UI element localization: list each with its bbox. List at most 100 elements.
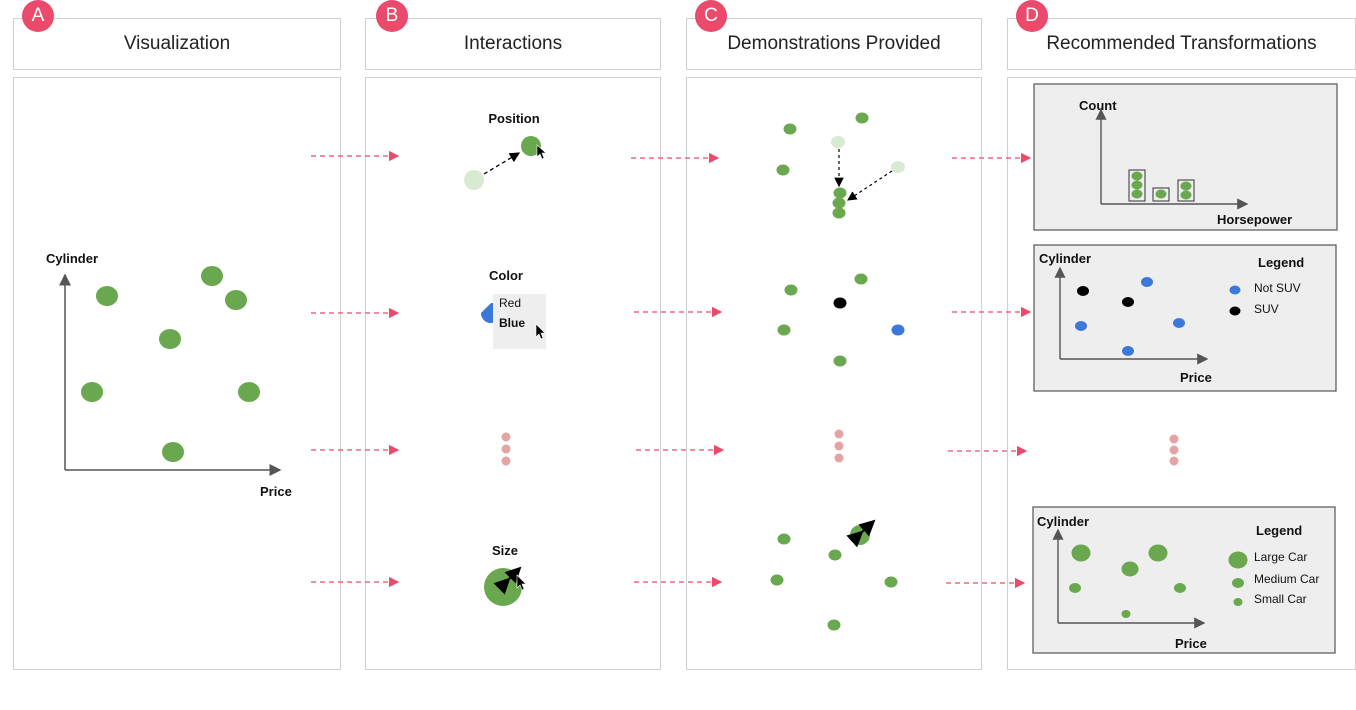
viz-point — [81, 382, 103, 402]
header-visualization-text: Visualization — [123, 33, 231, 54]
badge-d: D — [1016, 0, 1048, 32]
histogram-dot — [1180, 181, 1192, 191]
viz-point — [159, 329, 181, 349]
ellipsis-dot — [1169, 456, 1179, 466]
viz-point — [238, 382, 260, 402]
badge-d-text: D — [1025, 5, 1039, 26]
demo-point — [832, 207, 846, 219]
position-drag-arrow — [483, 152, 521, 175]
viz-point — [225, 290, 247, 310]
color-plot-point — [1122, 346, 1134, 356]
header-recommended-text: Recommended Transformations — [1046, 33, 1317, 54]
histogram-x-label: Horsepower — [1217, 212, 1292, 227]
legend-swatch-not-suv — [1229, 285, 1241, 295]
visualization-scatter: Cylinder Price — [46, 251, 292, 499]
ellipsis-dot — [834, 429, 844, 439]
size-plot-point — [1069, 583, 1081, 593]
size-plot-legend-title: Legend — [1256, 523, 1302, 538]
ellipsis-dots — [1169, 434, 1179, 466]
color-label: Color — [489, 268, 523, 283]
size-point — [484, 568, 522, 606]
color-plot-point — [1075, 321, 1087, 331]
histogram-bar — [1128, 169, 1146, 202]
badge-b-text: B — [385, 5, 399, 26]
color-plot-y-label: Cylinder — [1039, 251, 1091, 266]
position-end-point — [521, 136, 541, 156]
recommended-color-plot: Cylinder Price Legend Not SUV SUV — [1033, 244, 1337, 392]
size-label: Size — [492, 543, 518, 558]
color-option-blue[interactable]: Blue — [499, 316, 525, 330]
color-plot-legend-title: Legend — [1258, 255, 1304, 270]
histogram-dot — [1180, 190, 1192, 200]
demo-point — [832, 197, 846, 209]
demo-point-blue — [891, 324, 905, 336]
legend-item-medium-car: Medium Car — [1254, 572, 1319, 586]
recommended-histogram: Count Horsepower — [1033, 83, 1338, 231]
histogram-bar — [1152, 187, 1170, 202]
histogram-dot — [1131, 189, 1143, 199]
legend-item-not-suv: Not SUV — [1254, 281, 1301, 295]
legend-item-suv: SUV — [1254, 302, 1279, 316]
viz-point — [201, 266, 223, 286]
viz-x-label: Price — [260, 484, 292, 499]
demo-drag-arrow — [846, 170, 893, 201]
interaction-position: Position — [464, 111, 547, 190]
cursor-icon — [536, 144, 547, 160]
demo-point — [784, 284, 798, 296]
header-visualization: Visualization — [13, 18, 341, 70]
color-plot-frame — [1033, 244, 1337, 392]
resize-icon — [493, 566, 522, 595]
badge-b: B — [376, 0, 408, 32]
position-label: Position — [488, 111, 539, 126]
color-plot-point — [1173, 318, 1185, 328]
demo-point — [833, 355, 847, 367]
cursor-icon — [535, 323, 546, 340]
demo-point — [827, 619, 841, 631]
demo-point — [828, 549, 842, 561]
badge-c: C — [695, 0, 727, 32]
size-plot-point — [1121, 610, 1131, 618]
interaction-color: Color Red Blue — [481, 268, 546, 349]
panel-interactions — [365, 77, 661, 670]
header-demonstrations-text: Demonstrations Provided — [727, 33, 941, 54]
color-dropdown[interactable] — [493, 294, 546, 349]
color-plot-x-label: Price — [1180, 370, 1212, 385]
ellipsis-dots — [501, 432, 511, 466]
histogram-bar — [1177, 179, 1195, 202]
size-plot-frame — [1032, 506, 1336, 654]
demo-point — [776, 164, 790, 176]
histogram-dot — [1131, 171, 1143, 181]
demo-point — [777, 324, 791, 336]
demo-point — [833, 187, 847, 199]
size-plot-point — [1071, 544, 1091, 562]
ellipsis-dot — [1169, 434, 1179, 444]
legend-item-large-car: Large Car — [1254, 550, 1307, 564]
size-plot-point — [1148, 544, 1168, 562]
legend-swatch-small-car — [1233, 598, 1243, 606]
badge-a: A — [22, 0, 54, 32]
demo-point — [884, 576, 898, 588]
ellipsis-dot — [501, 432, 511, 442]
color-plot-point — [1141, 277, 1153, 287]
cursor-icon — [516, 574, 527, 591]
header-interactions: Interactions — [365, 18, 661, 70]
viz-point — [162, 442, 184, 462]
panel-demonstrations — [686, 77, 982, 670]
histogram-dot — [1155, 189, 1167, 199]
histogram-dot — [1131, 180, 1143, 190]
flow-arrows — [311, 150, 1032, 589]
color-option-red[interactable]: Red — [499, 296, 521, 310]
ellipsis-dot — [1169, 445, 1179, 455]
ellipsis-dot — [834, 453, 844, 463]
demo-point — [854, 273, 868, 285]
demo-ghost-point — [891, 161, 905, 173]
recommended-size-plot: Cylinder Price Legend Large Car Medium C… — [1032, 506, 1336, 654]
ellipsis-dot — [501, 444, 511, 454]
demo-point — [855, 112, 869, 124]
demo-size — [770, 519, 898, 631]
demo-position — [776, 112, 905, 219]
viz-y-label: Cylinder — [46, 251, 98, 266]
badge-c-text: C — [704, 5, 718, 26]
size-plot-x-label: Price — [1175, 636, 1207, 651]
